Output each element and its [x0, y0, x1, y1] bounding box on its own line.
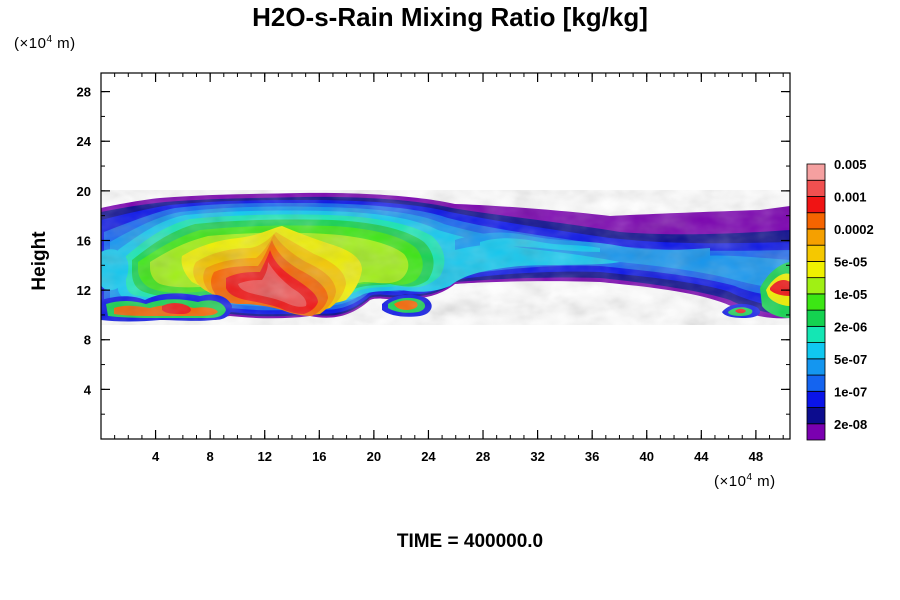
y-axis-unit: (×104 m) — [14, 34, 76, 52]
y-tick-label: 28 — [77, 85, 91, 100]
colorbar-swatch — [806, 325, 826, 343]
colorbar-swatch — [806, 212, 826, 230]
colorbar-swatch — [806, 277, 826, 295]
colorbar-swatch — [806, 342, 826, 360]
y-tick-label: 16 — [77, 233, 91, 248]
colorbar-label: 0.005 — [834, 157, 867, 172]
x-tick-label: 36 — [585, 449, 599, 464]
colorbar-swatch — [806, 179, 826, 197]
colorbar-label: 1e-07 — [834, 384, 867, 399]
colorbar-swatch — [806, 423, 826, 441]
mixing-ratio-field — [101, 190, 790, 325]
x-tick-label: 4 — [152, 449, 160, 464]
x-tick-label: 32 — [530, 449, 544, 464]
x-tick-label: 28 — [476, 449, 490, 464]
colorbar-swatch — [806, 390, 826, 408]
colorbar-label: 5e-05 — [834, 254, 867, 269]
colorbar-label: 0.0002 — [834, 222, 874, 237]
y-tick-label: 12 — [77, 283, 91, 298]
colorbar-swatch — [806, 358, 826, 376]
x-tick-label: 12 — [257, 449, 271, 464]
y-tick-label: 20 — [77, 184, 91, 199]
colorbar-swatch — [806, 163, 826, 181]
y-tick-label: 24 — [77, 134, 92, 149]
colorbar-swatch — [806, 407, 826, 425]
y-tick-label: 8 — [84, 333, 91, 348]
x-tick-label: 40 — [640, 449, 654, 464]
x-axis-unit: (×104 m) — [714, 472, 776, 490]
time-label: TIME = 400000.0 — [396, 531, 544, 552]
colorbar-swatch — [806, 196, 826, 214]
chart-title: H2O-s-Rain Mixing Ratio [kg/kg] — [252, 2, 648, 32]
colorbar-swatch — [806, 261, 826, 279]
colorbar-label: 2e-06 — [834, 319, 867, 334]
colorbar-swatch — [806, 374, 826, 392]
colorbar-label: 1e-05 — [834, 287, 867, 302]
colorbar-label: 0.001 — [834, 189, 867, 204]
x-tick-label: 8 — [207, 449, 214, 464]
y-tick-label: 4 — [84, 382, 92, 397]
x-tick-label: 16 — [312, 449, 326, 464]
x-tick-label: 24 — [421, 449, 436, 464]
colorbar-label: 5e-07 — [834, 352, 867, 367]
x-tick-label: 48 — [749, 449, 763, 464]
colorbar-swatch — [806, 244, 826, 262]
colorbar-swatch — [806, 309, 826, 327]
colorbar-swatch — [806, 293, 826, 311]
plot-frame — [100, 72, 791, 440]
x-tick-label: 44 — [694, 449, 709, 464]
x-tick-label: 20 — [367, 449, 381, 464]
colorbar: 2e-08 1e-07 5e-07 2e-06 1e-05 5e-05 0.0002 0.00… — [806, 157, 874, 441]
colorbar-label: 2e-08 — [834, 417, 867, 432]
colorbar-swatch — [806, 228, 826, 246]
